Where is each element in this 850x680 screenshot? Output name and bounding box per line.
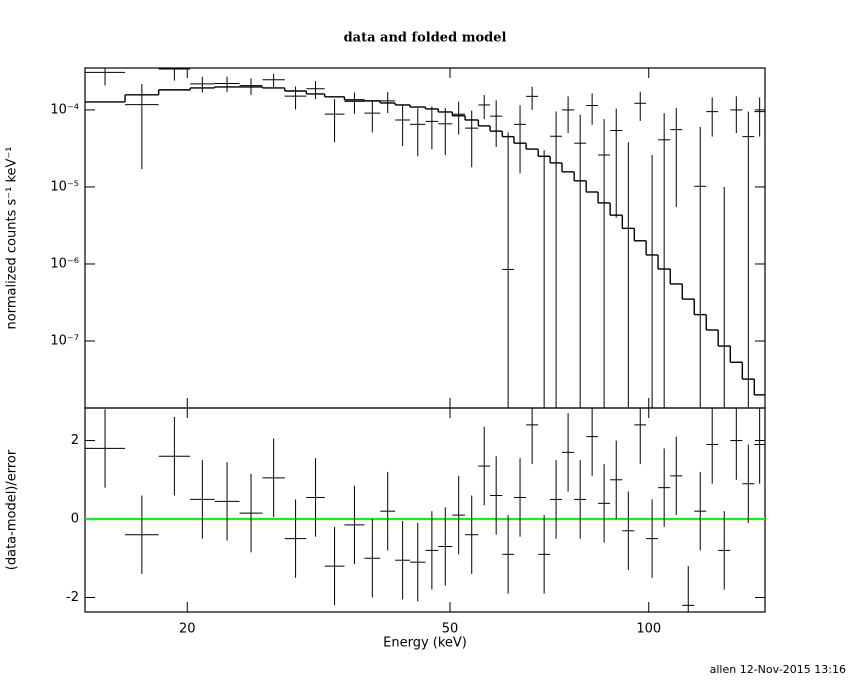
footer: allen 12-Nov-2015 13:16 [710,663,846,676]
y-tick-label: 0 [71,512,79,527]
plot-area [85,68,765,408]
y-axis-label: (data-model)/error [5,449,20,570]
y-axis-label: normalized counts s⁻¹ keV⁻¹ [5,147,20,330]
y-tick-label: 10⁻⁷ [50,334,79,349]
plot-frame [84,67,766,409]
x-axis-label: Energy (keV) [383,636,467,651]
chart-title: data and folded model [344,31,507,46]
y-tick-label: -2 [66,590,79,605]
y-tick-label: 10⁻⁶ [50,256,79,271]
x-tick-label: 50 [442,622,459,637]
x-tick-label: 20 [179,622,196,637]
plot-frame [84,407,766,613]
y-tick-label: 10⁻⁵ [50,179,79,194]
x-tick-label: 100 [636,622,661,637]
plot-area [85,408,765,612]
y-tick-label: 10⁻⁴ [50,102,79,117]
y-tick-label: 2 [71,433,79,448]
